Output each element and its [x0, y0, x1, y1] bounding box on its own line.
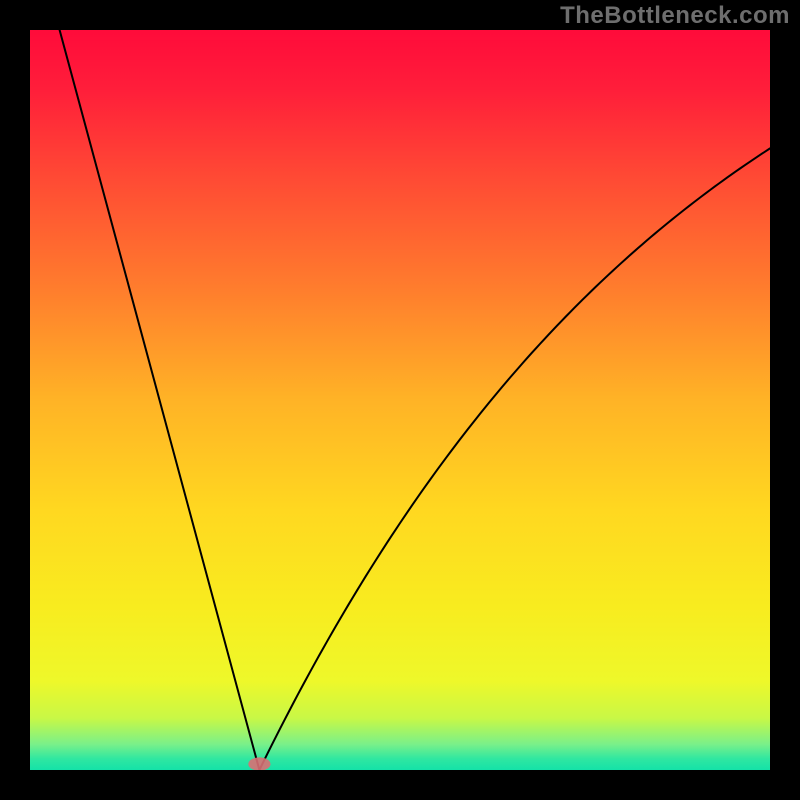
chart-background	[30, 30, 770, 770]
bottleneck-curve-chart	[0, 0, 800, 800]
vertex-marker	[248, 757, 270, 770]
chart-container: TheBottleneck.com	[0, 0, 800, 800]
watermark-text: TheBottleneck.com	[560, 2, 790, 30]
